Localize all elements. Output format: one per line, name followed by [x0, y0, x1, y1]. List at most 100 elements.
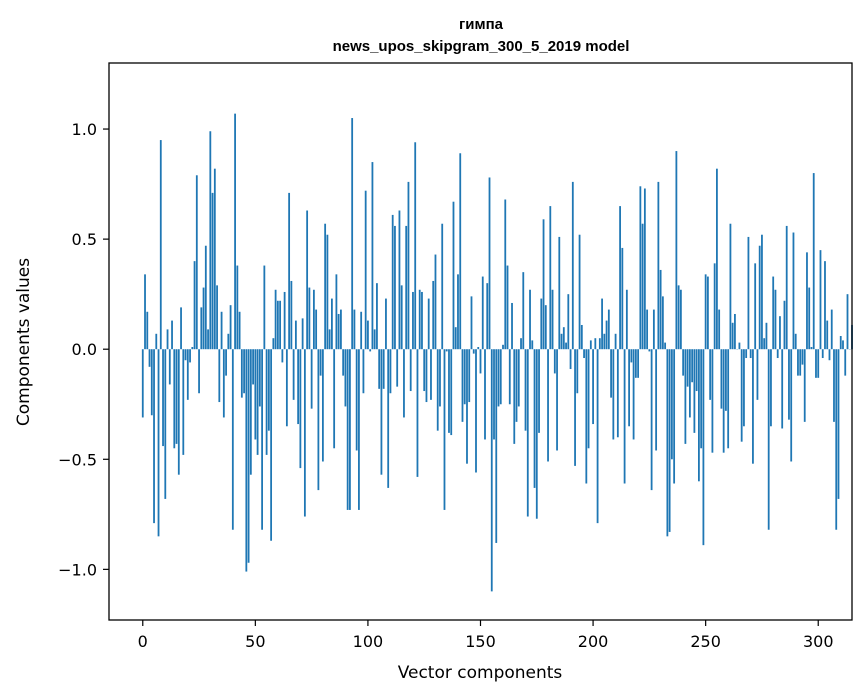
bar [385, 298, 387, 350]
bar [247, 349, 250, 563]
x-axis-label: Vector components [398, 663, 563, 683]
bar [189, 349, 191, 363]
bar [346, 349, 349, 510]
bar [299, 349, 302, 469]
bar [673, 349, 676, 484]
bar [734, 313, 736, 350]
bar [267, 349, 270, 431]
bar [623, 349, 626, 484]
bar [486, 283, 489, 350]
bar [749, 349, 752, 359]
bar [743, 349, 745, 427]
bar [234, 113, 236, 350]
bar [364, 190, 367, 350]
bar [668, 349, 671, 532]
bar [616, 349, 619, 438]
y-tick-label: 0.5 [72, 230, 97, 249]
bar [565, 342, 567, 350]
bar [646, 309, 649, 350]
y-tick-label: −0.5 [58, 450, 97, 469]
bar [693, 349, 696, 433]
bar [779, 316, 781, 350]
bar [324, 223, 327, 350]
bar [159, 140, 162, 350]
chart-subtitle: news_upos_skipgram_300_5_2019 model [333, 38, 630, 55]
bar [263, 265, 266, 350]
bar [725, 349, 727, 411]
bar [774, 289, 777, 350]
bar [511, 302, 513, 350]
bar [601, 298, 603, 350]
chart-title: гимпа [459, 16, 504, 33]
bar [569, 349, 572, 370]
bar [254, 349, 257, 440]
bar [837, 349, 840, 499]
bar [222, 349, 225, 418]
bar [688, 349, 691, 418]
bar [529, 289, 531, 350]
bar [288, 192, 291, 350]
bar [794, 333, 797, 350]
bar [164, 349, 167, 499]
bar [679, 289, 682, 350]
bar [619, 206, 621, 350]
bar [333, 349, 336, 449]
bar [418, 289, 421, 350]
bar [781, 349, 784, 429]
bar [191, 347, 194, 350]
bar [513, 349, 516, 444]
bar [148, 349, 151, 367]
bar [387, 349, 390, 488]
bar [141, 349, 144, 418]
bar [301, 318, 304, 350]
bar [367, 320, 369, 350]
bar [412, 291, 414, 350]
bar [698, 349, 700, 482]
bar [209, 131, 212, 350]
bar [657, 181, 660, 350]
bar [376, 283, 378, 350]
bar [562, 327, 565, 350]
bar [589, 340, 592, 350]
x-tick-label: 250 [690, 632, 721, 651]
bar [641, 223, 644, 350]
bar [310, 349, 313, 409]
bar [508, 349, 511, 405]
bar [571, 181, 574, 350]
bar [524, 349, 527, 431]
plot-frame [108, 62, 853, 621]
bar [265, 349, 268, 455]
bar [405, 225, 408, 350]
bar [664, 342, 667, 350]
bar [817, 349, 820, 378]
bar [466, 349, 468, 464]
bar [824, 261, 826, 350]
bar [144, 274, 146, 350]
bar [252, 349, 254, 385]
bar [472, 349, 475, 354]
bar [499, 349, 502, 405]
bar [682, 349, 685, 376]
bar [213, 168, 216, 350]
bar [168, 349, 171, 385]
bar [409, 349, 412, 392]
bar [155, 333, 158, 350]
bar [709, 349, 712, 400]
bar [526, 349, 529, 517]
bar [216, 285, 218, 350]
bar [538, 349, 540, 433]
x-tick-label: 50 [245, 632, 265, 651]
bar [745, 349, 748, 359]
bar [173, 349, 176, 449]
bar [193, 261, 196, 350]
bar [425, 349, 428, 403]
bar [463, 349, 466, 405]
bar [643, 188, 646, 350]
bar [763, 338, 766, 350]
bar [211, 192, 214, 350]
bar [506, 265, 509, 350]
bar [382, 349, 385, 389]
bar [517, 349, 520, 407]
bar [803, 349, 806, 422]
